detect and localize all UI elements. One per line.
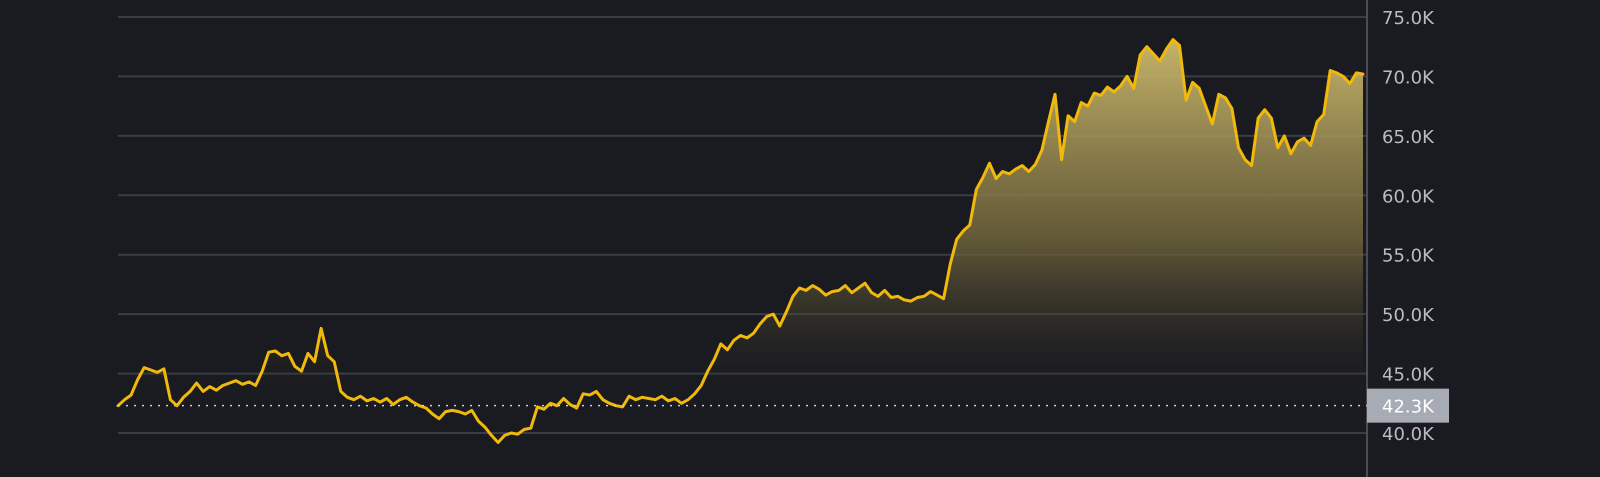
y-tick-label: 70.0K xyxy=(1382,67,1435,88)
price-area-fill xyxy=(118,39,1363,406)
y-tick-label: 45.0K xyxy=(1382,365,1435,386)
reference-value-badge xyxy=(1367,388,1449,423)
y-tick-label: 60.0K xyxy=(1382,186,1435,207)
y-tick-label: 40.0K xyxy=(1382,424,1435,445)
price-series-line xyxy=(116,38,1365,444)
y-tick-label: 75.0K xyxy=(1382,8,1435,29)
reference-line-layer: 42.3K xyxy=(118,388,1449,423)
price-line-layer xyxy=(116,38,1365,444)
y-tick-label: 50.0K xyxy=(1382,305,1435,326)
y-axis: 75.0K 70.0K 65.0K 60.0K 55.0K 50.0K 45.0K 40.0K xyxy=(1366,0,1435,477)
y-tick-label: 65.0K xyxy=(1382,127,1435,148)
area-fill-layer xyxy=(118,39,1363,406)
reference-value-label: 42.3K xyxy=(1382,397,1435,418)
y-tick-label: 55.0K xyxy=(1382,246,1435,267)
